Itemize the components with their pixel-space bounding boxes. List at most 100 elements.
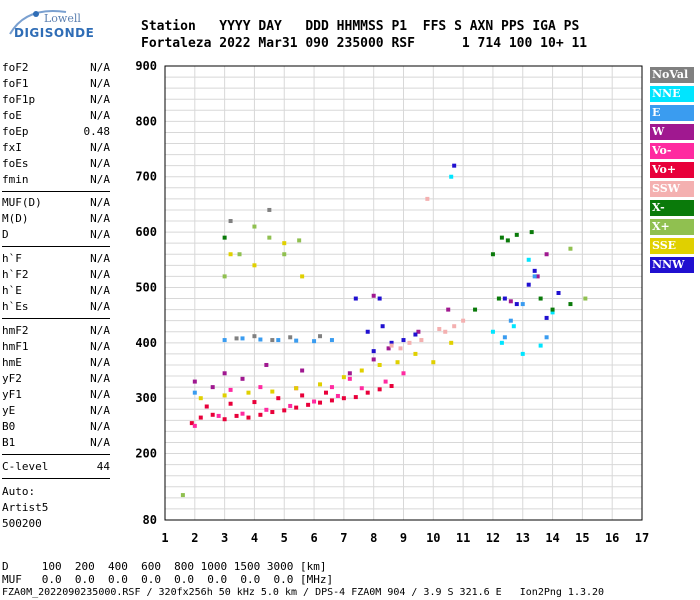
echo-point xyxy=(461,318,466,323)
autoscaler-name: Artist5 xyxy=(2,501,49,514)
param-row: h`F N/A xyxy=(2,252,110,266)
param-name: foF1 xyxy=(2,77,29,90)
echo-point xyxy=(449,340,454,345)
legend-item-nne: NNE xyxy=(650,86,694,102)
param-value: N/A xyxy=(90,141,110,154)
echo-point xyxy=(318,334,323,339)
param-value: N/A xyxy=(90,212,110,225)
echo-point xyxy=(353,395,358,400)
echo-point xyxy=(267,207,272,212)
lowell-digisonde-logo: Lowell DIGISONDE xyxy=(6,4,106,44)
legend-item-noval: NoVal xyxy=(650,67,694,83)
param-name: foE xyxy=(2,109,22,122)
echo-point xyxy=(198,396,203,401)
param-name: hmF1 xyxy=(2,340,29,353)
echo-point xyxy=(210,412,215,417)
param-row: MUF(D) N/A xyxy=(2,196,110,210)
echo-point xyxy=(252,224,257,229)
param-name: foF2 xyxy=(2,61,29,74)
c-level-value: 44 xyxy=(96,460,110,473)
x-tick-label: 14 xyxy=(545,531,559,545)
param-name: yE xyxy=(2,404,16,417)
param-value: N/A xyxy=(90,252,110,265)
echo-point xyxy=(550,310,555,315)
echo-point xyxy=(535,274,540,279)
param-value: N/A xyxy=(90,61,110,74)
distance-row: D 100 200 400 600 800 1000 1500 3000 [km… xyxy=(2,560,327,573)
echo-point xyxy=(538,343,543,348)
echo-point xyxy=(228,401,233,406)
echo-point xyxy=(270,338,275,343)
echo-point xyxy=(502,296,507,301)
x-tick-label: 7 xyxy=(340,531,347,545)
echo-point xyxy=(288,403,293,408)
echo-point xyxy=(270,410,275,415)
param-name: hmE xyxy=(2,356,22,369)
param-name: M(D) xyxy=(2,212,29,225)
echo-point xyxy=(389,384,394,389)
echo-point xyxy=(282,408,287,413)
plot-frame xyxy=(164,65,643,521)
param-name: fxI xyxy=(2,141,22,154)
echo-point xyxy=(490,329,495,334)
divider xyxy=(2,246,110,247)
echo-point xyxy=(294,386,299,391)
param-value: N/A xyxy=(90,300,110,313)
echo-point xyxy=(222,371,227,376)
param-row: foF1 N/A xyxy=(2,77,110,91)
auto-label: Auto: xyxy=(2,485,36,498)
param-row: hmE N/A xyxy=(2,356,110,370)
echo-point xyxy=(258,385,263,390)
echo-point xyxy=(312,339,317,344)
echo-point xyxy=(297,238,302,243)
echo-point xyxy=(347,371,352,376)
x-tick-label: 6 xyxy=(310,531,317,545)
echo-point xyxy=(568,302,573,307)
y-tick-label: 900 xyxy=(135,59,157,73)
param-row: foEp 0.48 xyxy=(2,125,110,139)
echo-point xyxy=(526,282,531,287)
echo-point xyxy=(264,362,269,367)
echo-point xyxy=(499,235,504,240)
echo-point xyxy=(544,252,549,257)
param-row: B1 N/A xyxy=(2,436,110,450)
param-value: N/A xyxy=(90,268,110,281)
echo-point xyxy=(532,268,537,273)
echo-point xyxy=(240,336,245,341)
param-name: h`F xyxy=(2,252,22,265)
param-name: h`F2 xyxy=(2,268,29,281)
echo-point xyxy=(216,413,221,418)
echo-point xyxy=(335,393,340,398)
echo-point xyxy=(228,219,233,224)
echo-point xyxy=(407,340,412,345)
echo-point xyxy=(329,338,334,343)
echo-point xyxy=(532,274,537,279)
echo-point xyxy=(520,302,525,307)
x-tick-label: 10 xyxy=(426,531,440,545)
echo-point xyxy=(371,349,376,354)
param-row: foF2 N/A xyxy=(2,61,110,75)
logo-digisonde-text: DIGISONDE xyxy=(14,26,95,40)
echo-point xyxy=(180,493,185,498)
y-axis-ticks: 80 200 300 400 500 600 700 800 900 xyxy=(135,59,157,527)
echo-point xyxy=(246,390,251,395)
chart-points xyxy=(180,163,588,498)
echo-point xyxy=(380,324,385,329)
param-name: foEp xyxy=(2,125,29,138)
echo-point xyxy=(192,390,197,395)
param-row: yF2 N/A xyxy=(2,372,110,386)
c-level-row: C-level 44 xyxy=(2,460,110,474)
echo-point xyxy=(240,411,245,416)
echo-point xyxy=(443,329,448,334)
echo-point xyxy=(496,296,501,301)
echo-point xyxy=(377,362,382,367)
echo-point xyxy=(431,360,436,365)
param-value: N/A xyxy=(90,404,110,417)
legend-item-nnw: NNW xyxy=(650,257,694,273)
echo-point xyxy=(222,235,227,240)
echo-point xyxy=(294,405,299,410)
y-tick-label: 300 xyxy=(135,391,157,405)
echo-point xyxy=(198,415,203,420)
param-name: foEs xyxy=(2,157,29,170)
echo-point xyxy=(371,357,376,362)
